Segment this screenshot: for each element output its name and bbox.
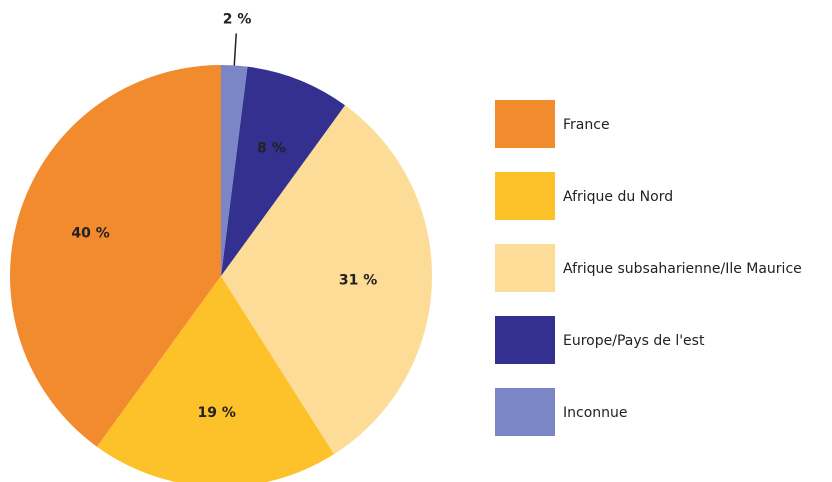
legend-swatch: [495, 316, 555, 364]
legend-label: Inconnue: [563, 405, 628, 421]
leader-line: [233, 33, 238, 66]
legend-swatch: [495, 244, 555, 292]
value-label: 19 %: [197, 405, 235, 421]
pie-slice: [96, 276, 335, 482]
value-label: 31 %: [339, 272, 377, 288]
value-label: 40 %: [71, 226, 109, 242]
pie-slice: [221, 66, 346, 277]
legend-label: Afrique du Nord: [563, 189, 673, 205]
legend-swatch: [495, 100, 555, 148]
value-label: 8 %: [257, 140, 286, 156]
legend-label: Europe/Pays de l'est: [563, 333, 705, 349]
pie-slice: [221, 65, 248, 276]
pie-slice: [9, 65, 222, 447]
value-label: 2 %: [223, 12, 252, 28]
legend-label: Afrique subsaharienne/Ile Maurice: [563, 261, 802, 277]
legend-swatch: [495, 172, 555, 220]
legend-swatch: [495, 388, 555, 436]
legend-label: France: [563, 117, 610, 133]
pie-slice: [221, 105, 432, 455]
